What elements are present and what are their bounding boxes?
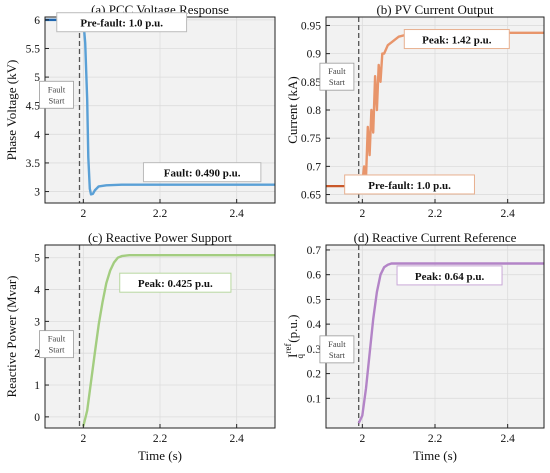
panel-d-reactive-current: 2 2.2 2.4 0.1 0.2 0.3 0.4 0.5 0.6 0.7 (d) Reactive… [283,230,545,463]
y-tick-label: 3 [34,316,40,328]
y-tick-label: 0.5 [307,294,322,306]
annotation-box [396,265,503,286]
y-tick-label: 0.7 [307,245,322,257]
y-tick-label: 0.8 [307,105,322,117]
x-tick-label: 2 [359,433,365,445]
y-tick-label: 5.5 [26,43,41,55]
x-tick-label: 2.2 [153,433,168,445]
x-tick-label: 2.4 [229,208,244,220]
ylabel-superscript: ref [283,343,293,353]
panel-a-pcc-voltage: 2 2.2 2.433.544.555.56(a) PCC Voltage Resp… [4,2,276,220]
series-line-c-0 [82,253,275,427]
chart-title: (b) PV Current Output [376,2,494,17]
y-tick-label: 2 [34,348,40,360]
y-tick-label: 4 [34,285,40,297]
x-tick-label: 2.2 [428,208,443,220]
fault-start-box [39,330,74,359]
y-tick-label: 0.65 [301,190,321,202]
y-axis-label: Phase Voltage (kV) [4,60,19,161]
y-tick-label: 0.2 [307,369,322,381]
y-axis-label: Reactive Power (Mvar) [4,275,19,397]
annotation-box [119,272,232,293]
y-tick-label: 0.7 [307,161,322,173]
y-tick-label: 4.5 [26,101,41,113]
y-axis-label: Irefq (p.u.) [283,315,305,359]
annotation-label: Pre-fault: 1.0 p.u. [368,180,451,192]
fault-start-label: Start [48,345,65,355]
x-tick-label: 2 [80,433,86,445]
annotation-label: Peak: 1.42 p.u. [422,35,492,47]
ylabel-symbol: I [285,353,300,357]
x-tick-label: 2 [359,208,365,220]
annotation-label: Peak: 0.64 p.u. [415,271,485,283]
x-tick-label: 2.4 [229,433,244,445]
fault-start-label: Fault [328,66,346,76]
y-tick-label: 0.95 [301,20,321,32]
fault-start-box [319,62,355,91]
y-tick-label: 0.1 [307,393,322,405]
fault-start-label: Fault [328,339,346,349]
x-tick-label: 2.2 [428,433,443,445]
y-tick-label: 0.85 [301,77,321,89]
annotation-label: Pre-fault: 1.0 p.u. [80,18,163,30]
fault-start-label: Start [329,350,346,360]
x-tick-label: 2.4 [500,433,515,445]
y-tick-label: 0.75 [301,133,321,145]
y-tick-label: 0.4 [307,319,322,331]
y-axis-label: Current (kA) [285,76,300,144]
y-tick-label: 0.3 [307,344,322,356]
y-tick-label: 3.5 [26,158,41,170]
annotation-box [142,162,262,183]
x-axis-label: Time (s) [138,448,182,463]
x-tick-label: 2.4 [500,208,515,220]
chart-title: (c) Reactive Power Support [88,230,232,245]
x-axis-label: Time (s) [413,448,457,463]
x-tick-label: 2 [80,208,86,220]
y-tick-label: 0.9 [307,49,322,61]
panel-b-pv-current: 2 2.2 2.4 0.65 0.7 0.75 0.8 0.85 0.9 0.95 (b) PV C… [285,2,545,220]
chart-title: (d) Reactive Current Reference [354,230,517,245]
ylabel-subscript: q [295,353,305,358]
fault-start-box [319,335,355,364]
series-line-d-0 [357,262,544,424]
fault-start-label: Fault [48,84,66,94]
y-tick-label: 6 [34,15,40,27]
annotation-box [403,29,510,50]
y-tick-label: 3 [34,187,40,199]
fault-start-label: Start [329,77,346,87]
fault-start-label: Fault [48,334,66,344]
annotation-label: Fault: 0.490 p.u. [164,168,241,180]
y-tick-label: 0 [34,412,40,424]
fault-start-box [39,80,74,109]
ylabel-unit: (p.u.) [285,315,300,346]
annotation-box [344,174,475,195]
y-tick-label: 0.6 [307,270,322,282]
x-tick-label: 2.2 [153,208,168,220]
y-tick-label: 5 [34,253,40,265]
y-tick-label: 5 [34,72,40,84]
series-line-a-0 [45,18,275,196]
annotation-label: Peak: 0.425 p.u. [138,278,213,290]
annotation-box [56,12,188,33]
fault-start-label: Start [48,95,65,105]
y-tick-label: 4 [34,129,40,141]
y-tick-label: 1 [34,380,40,392]
panel-c-reactive-power: 2 2.2 2.4 0 1 2 3 4 5 (c) Reactive Power Support T… [4,230,276,463]
